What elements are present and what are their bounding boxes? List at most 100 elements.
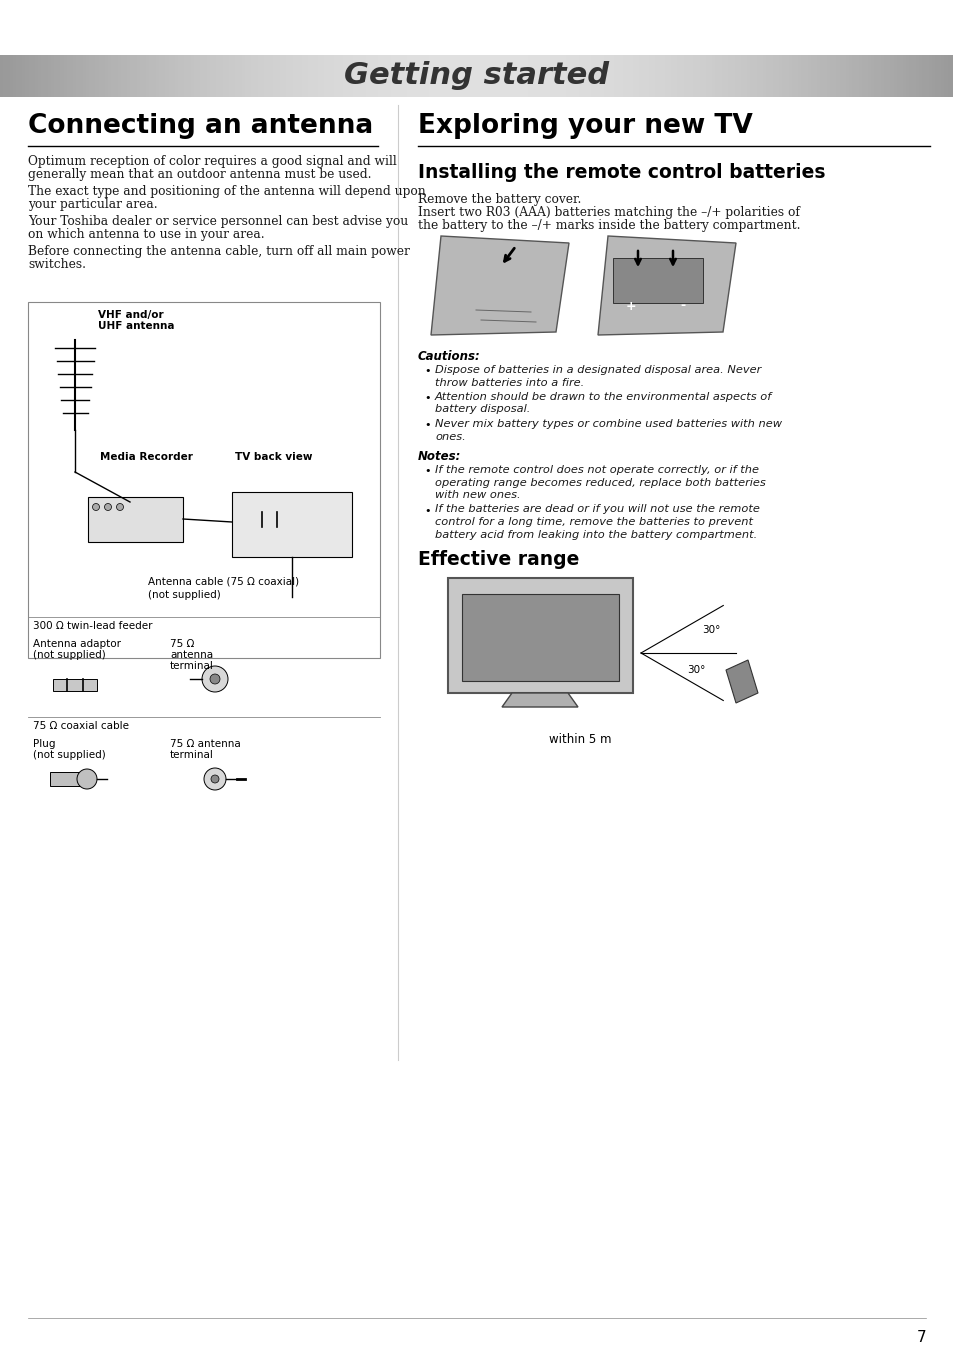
Bar xyxy=(413,55,417,97)
Bar xyxy=(174,55,179,97)
Bar xyxy=(426,55,430,97)
Bar xyxy=(524,55,528,97)
Text: 7: 7 xyxy=(916,1330,925,1345)
Text: Insert two R03 (AAA) batteries matching the –/+ polarities of: Insert two R03 (AAA) batteries matching … xyxy=(417,207,799,219)
Bar xyxy=(912,55,916,97)
Bar xyxy=(286,55,290,97)
Bar xyxy=(191,55,194,97)
Bar xyxy=(381,55,385,97)
Bar xyxy=(274,55,277,97)
Bar xyxy=(515,55,518,97)
Bar xyxy=(422,55,427,97)
Bar xyxy=(927,55,932,97)
Bar xyxy=(737,55,741,97)
Bar xyxy=(302,55,306,97)
Bar xyxy=(798,55,801,97)
Bar xyxy=(264,55,268,97)
Bar xyxy=(312,55,315,97)
Text: 30°: 30° xyxy=(701,625,720,634)
Polygon shape xyxy=(725,660,758,703)
Bar xyxy=(124,55,128,97)
Bar xyxy=(114,55,118,97)
Bar xyxy=(943,55,947,97)
Bar xyxy=(781,55,785,97)
Bar xyxy=(0,55,4,97)
Bar xyxy=(19,55,23,97)
Bar xyxy=(486,55,490,97)
Bar xyxy=(803,55,808,97)
Bar xyxy=(53,679,97,691)
Text: •: • xyxy=(423,466,430,477)
Bar xyxy=(946,55,951,97)
Bar xyxy=(679,55,684,97)
Bar xyxy=(693,55,697,97)
Bar xyxy=(207,55,211,97)
Text: The exact type and positioning of the antenna will depend upon: The exact type and positioning of the an… xyxy=(28,185,425,198)
Text: your particular area.: your particular area. xyxy=(28,198,157,211)
Bar xyxy=(619,55,623,97)
Bar xyxy=(702,55,706,97)
Text: •: • xyxy=(423,420,430,431)
Text: If the batteries are dead or if you will not use the remote: If the batteries are dead or if you will… xyxy=(435,505,760,514)
Bar xyxy=(512,55,516,97)
Bar xyxy=(324,55,328,97)
Bar xyxy=(146,55,151,97)
Text: Notes:: Notes: xyxy=(417,450,461,463)
Bar xyxy=(543,55,547,97)
Bar xyxy=(105,55,109,97)
Text: Installing the remote control batteries: Installing the remote control batteries xyxy=(417,163,824,182)
Circle shape xyxy=(116,504,123,510)
Bar xyxy=(861,55,865,97)
Text: Exploring your new TV: Exploring your new TV xyxy=(417,113,752,139)
Bar xyxy=(267,55,271,97)
Bar xyxy=(276,55,280,97)
Bar xyxy=(343,55,347,97)
Bar xyxy=(832,55,837,97)
Bar xyxy=(641,55,646,97)
Bar xyxy=(222,55,227,97)
Bar xyxy=(298,55,303,97)
Bar xyxy=(651,55,656,97)
Bar xyxy=(143,55,147,97)
Bar xyxy=(829,55,833,97)
Bar xyxy=(531,55,535,97)
Text: throw batteries into a fire.: throw batteries into a fire. xyxy=(435,378,583,387)
Text: (not supplied): (not supplied) xyxy=(148,590,220,599)
Bar xyxy=(791,55,795,97)
Bar xyxy=(886,55,890,97)
Bar xyxy=(893,55,897,97)
Bar xyxy=(924,55,928,97)
Bar xyxy=(289,55,294,97)
Bar xyxy=(746,55,751,97)
Bar xyxy=(375,55,379,97)
Bar xyxy=(448,578,633,693)
Bar xyxy=(839,55,842,97)
Bar xyxy=(718,55,722,97)
Text: Dispose of batteries in a designated disposal area. Never: Dispose of batteries in a designated dis… xyxy=(435,364,760,375)
Bar xyxy=(355,55,360,97)
Bar xyxy=(505,55,509,97)
Text: Before connecting the antenna cable, turn off all main power: Before connecting the antenna cable, tur… xyxy=(28,244,410,258)
Bar xyxy=(438,55,442,97)
Bar xyxy=(546,55,551,97)
Bar xyxy=(31,55,36,97)
Bar xyxy=(394,55,398,97)
Bar xyxy=(369,55,373,97)
Bar xyxy=(715,55,719,97)
Bar xyxy=(699,55,703,97)
Bar xyxy=(112,55,115,97)
Bar xyxy=(915,55,919,97)
Text: Antenna cable (75 Ω coaxial): Antenna cable (75 Ω coaxial) xyxy=(148,576,299,587)
Bar xyxy=(794,55,799,97)
Bar xyxy=(810,55,814,97)
Bar xyxy=(419,55,423,97)
Text: 75 Ω: 75 Ω xyxy=(170,639,194,649)
Bar xyxy=(632,55,637,97)
Bar xyxy=(639,55,642,97)
Bar xyxy=(305,55,309,97)
Bar xyxy=(133,55,137,97)
Bar xyxy=(317,55,322,97)
Bar xyxy=(677,55,680,97)
Text: Attention should be drawn to the environmental aspects of: Attention should be drawn to the environ… xyxy=(435,392,771,402)
Text: (not supplied): (not supplied) xyxy=(33,751,106,760)
